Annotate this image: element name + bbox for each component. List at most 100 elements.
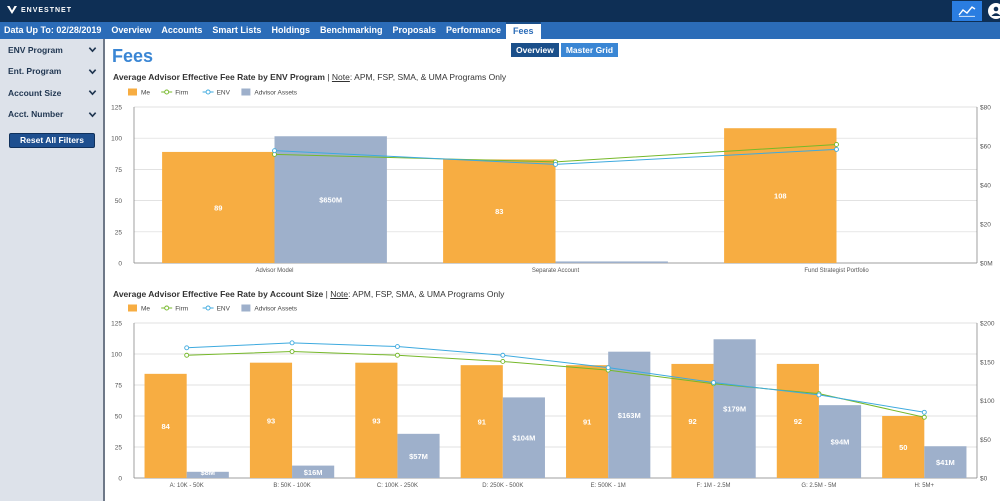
overview-toggle-button[interactable]: Overview	[511, 43, 559, 57]
bar-label-me: 91	[583, 418, 591, 427]
bar-label-advisor-assets: $163M	[618, 411, 641, 420]
chart1-note-text: : APM, FSP, SMA, & UMA Programs Only	[349, 72, 507, 82]
chart1-title-main: Average Advisor Effective Fee Rate by EN…	[113, 72, 325, 82]
chart-fee-by-account-size: Me Firm ENV Advisor Assets 0 25 50 75 100 125 $0 $5…	[111, 304, 995, 489]
x-tick-label: D: 250K - 500K	[482, 483, 523, 489]
brand-name: ENVESTNET	[21, 6, 73, 14]
bar-label-advisor-assets: $41M	[936, 458, 955, 467]
bar-me	[162, 151, 275, 263]
analytics-button[interactable]	[952, 1, 982, 21]
chart-fee-by-env-program: Me Firm ENV Advisor Assets 0 25 50 75 100 125 $0M $…	[111, 88, 993, 274]
legend-marker-env	[205, 305, 211, 311]
filter-account-size[interactable]: Account Size	[0, 82, 103, 104]
chevron-down-icon	[88, 68, 97, 75]
bar-me	[460, 365, 503, 478]
nav-tab-smart-lists[interactable]: Smart Lists	[212, 25, 262, 35]
y2-tick-label: $50	[980, 437, 991, 444]
legend-label-me: Me	[141, 306, 150, 313]
bar-advisor-assets	[502, 397, 545, 478]
bar-label-me: 92	[688, 417, 696, 426]
bar-label-me: 91	[478, 418, 486, 427]
bar-me	[776, 363, 819, 478]
filter-env-program[interactable]: ENV Program	[0, 39, 103, 61]
title-separator: |	[325, 289, 328, 299]
bar-label-me: 93	[267, 416, 275, 425]
point-env	[500, 352, 506, 358]
legend-label-firm: Firm	[175, 90, 188, 97]
user-profile-button[interactable]	[988, 3, 1000, 19]
bar-me	[566, 365, 609, 478]
bar-label-me: 92	[794, 417, 802, 426]
bar-label-me: 84	[161, 422, 170, 431]
filter-sidebar: ENV Program Ent. Program Account Size Ac…	[0, 39, 105, 501]
filter-acct-number[interactable]: Acct. Number	[0, 104, 103, 126]
envestnet-logo-icon	[7, 6, 17, 14]
y2-tick-label: $20	[980, 222, 991, 229]
legend-marker-env	[205, 89, 211, 95]
x-tick-label: A: 10K - 50K	[170, 483, 204, 489]
y-tick-label: 50	[115, 414, 123, 421]
nav-tab-accounts[interactable]: Accounts	[161, 25, 203, 35]
legend-label-advisor-assets: Advisor Assets	[254, 90, 297, 97]
bar-label-me: 50	[899, 443, 907, 452]
x-tick-label: C: 100K - 250K	[377, 483, 418, 489]
master-grid-toggle-button[interactable]: Master Grid	[560, 43, 619, 57]
bar-advisor-assets	[292, 465, 335, 478]
chart2-title-main: Average Advisor Effective Fee Rate by Ac…	[113, 289, 324, 299]
chart1-note-label: Note	[331, 72, 350, 82]
reset-all-filters-button[interactable]: Reset All Filters	[9, 133, 95, 148]
x-tick-label: H: 5M+	[915, 483, 935, 489]
bar-advisor-assets	[924, 446, 967, 478]
chart2-note-text: : APM, FSP, SMA, & UMA Programs Only	[348, 289, 505, 299]
brand-logo[interactable]: ENVESTNET	[6, 4, 72, 16]
bar-label-advisor-assets: $650M	[319, 196, 342, 205]
y2-tick-label: $60	[980, 144, 991, 151]
x-tick-label: F: 1M - 2.5M	[697, 483, 731, 489]
legend-label-me: Me	[141, 90, 150, 97]
point-env	[184, 345, 190, 351]
legend-label-advisor-assets: Advisor Assets	[254, 306, 297, 313]
legend-label-env: ENV	[217, 90, 231, 97]
chevron-down-icon	[88, 47, 97, 53]
point-firm	[184, 352, 190, 358]
bar-label-advisor-assets: $16M	[304, 468, 323, 477]
y-tick-label: 75	[115, 167, 123, 174]
bar-me	[443, 159, 556, 263]
filter-ent-program[interactable]: Ent. Program	[0, 61, 103, 83]
legend-label-env: ENV	[217, 306, 231, 313]
y2-tick-label: $0	[980, 476, 988, 483]
point-env	[289, 340, 295, 346]
y-tick-label: 25	[115, 445, 123, 452]
y-tick-label: 50	[115, 198, 123, 205]
nav-tab-holdings[interactable]: Holdings	[271, 25, 310, 35]
y-tick-label: 125	[111, 105, 122, 112]
legend-swatch-me	[128, 304, 137, 312]
point-env	[816, 392, 822, 398]
bar-advisor-assets	[186, 471, 229, 478]
bar-advisor-assets	[555, 261, 668, 263]
y2-tick-label: $200	[980, 321, 995, 328]
main-content: Fees Overview Master Grid Average Adviso…	[107, 39, 1000, 501]
bar-label-me: 89	[214, 203, 222, 212]
filter-label: ENV Program	[8, 44, 63, 55]
legend-marker-firm	[164, 305, 170, 311]
legend-swatch-advisor-assets	[241, 88, 251, 96]
nav-tab-fees[interactable]: Fees	[506, 22, 541, 39]
point-env	[921, 409, 927, 415]
bar-advisor-assets	[818, 405, 862, 478]
nav-tab-overview[interactable]: Overview	[111, 25, 152, 35]
bar-me	[355, 362, 398, 478]
page-title: Fees	[112, 46, 154, 66]
y-tick-label: 0	[118, 476, 122, 483]
nav-tab-performance[interactable]: Performance	[446, 25, 502, 35]
nav-tab-proposals[interactable]: Proposals	[392, 25, 436, 35]
y2-tick-label: $0M	[980, 261, 993, 268]
filter-label: Acct. Number	[8, 109, 64, 120]
data-date-label: Data Up To: 02/28/2019	[4, 25, 102, 35]
nav-tab-benchmarking[interactable]: Benchmarking	[319, 25, 383, 35]
title-separator: |	[327, 72, 330, 82]
filter-label: Account Size	[8, 87, 62, 98]
legend-swatch-advisor-assets	[241, 304, 251, 312]
x-tick-label: Advisor Model	[255, 268, 293, 274]
point-env	[272, 148, 277, 154]
